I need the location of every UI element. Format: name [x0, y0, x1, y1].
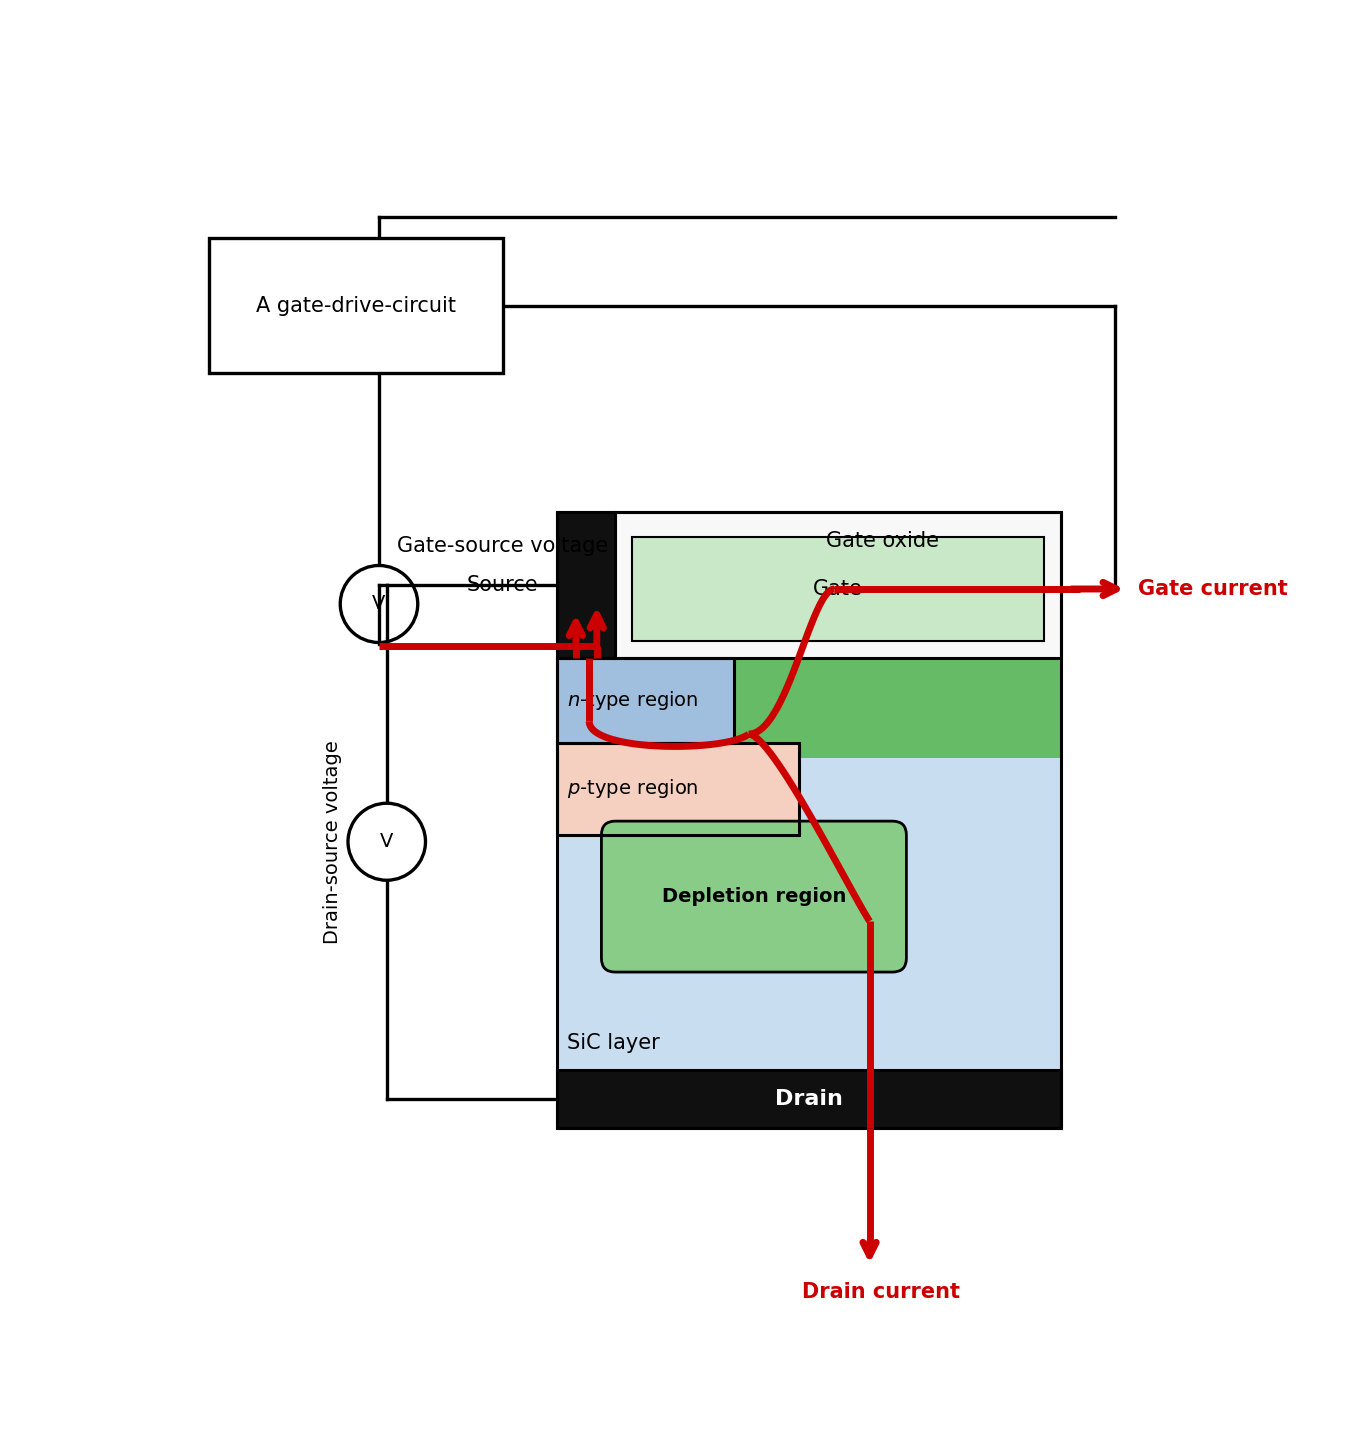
Text: Gate oxide: Gate oxide — [826, 531, 940, 552]
FancyBboxPatch shape — [209, 238, 502, 373]
FancyBboxPatch shape — [557, 511, 615, 658]
Text: $n$-type region: $n$-type region — [566, 688, 698, 711]
Text: V: V — [380, 832, 394, 851]
Text: V: V — [372, 595, 386, 613]
FancyBboxPatch shape — [557, 1070, 1061, 1128]
FancyBboxPatch shape — [633, 537, 1044, 641]
FancyBboxPatch shape — [615, 658, 1061, 757]
FancyBboxPatch shape — [557, 658, 733, 743]
FancyBboxPatch shape — [557, 511, 1061, 1070]
Text: Drain: Drain — [775, 1089, 843, 1109]
Text: A gate-drive-circuit: A gate-drive-circuit — [255, 295, 456, 315]
Text: $p$-type region: $p$-type region — [566, 778, 698, 801]
Text: SiC layer: SiC layer — [566, 1032, 659, 1053]
Text: Drain current: Drain current — [803, 1282, 960, 1302]
FancyBboxPatch shape — [557, 743, 799, 835]
Text: Drain-source voltage: Drain-source voltage — [323, 740, 342, 943]
Text: Gate: Gate — [813, 579, 864, 599]
Text: Gate-source voltage: Gate-source voltage — [398, 536, 608, 556]
Text: Depletion region: Depletion region — [661, 887, 846, 906]
Text: Source: Source — [466, 575, 538, 595]
FancyBboxPatch shape — [602, 821, 906, 972]
Text: Gate current: Gate current — [1138, 579, 1289, 599]
FancyBboxPatch shape — [615, 511, 1061, 658]
